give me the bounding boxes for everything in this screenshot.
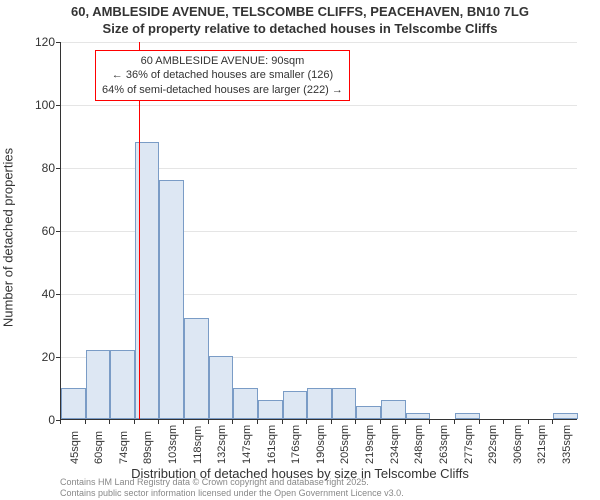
- xtick-mark: [134, 420, 135, 424]
- footer-line2: Contains public sector information licen…: [60, 488, 404, 498]
- histogram-bar: [332, 388, 357, 420]
- xtick-mark: [232, 420, 233, 424]
- chart-title-line1: 60, AMBLESIDE AVENUE, TELSCOMBE CLIFFS, …: [0, 4, 600, 21]
- annotation-line2: 64% of semi-detached houses are larger (…: [102, 83, 343, 97]
- xtick-label: 335sqm: [561, 425, 573, 464]
- xtick-mark: [109, 420, 110, 424]
- histogram-bar: [553, 413, 578, 419]
- ytick-label: 80: [15, 161, 55, 175]
- xtick-label: 219sqm: [364, 425, 376, 464]
- xtick-label: 263sqm: [438, 425, 450, 464]
- footer-attribution: Contains HM Land Registry data © Crown c…: [60, 477, 404, 498]
- histogram-bar: [258, 400, 283, 419]
- xtick-label: 74sqm: [118, 431, 130, 464]
- ytick-mark: [56, 357, 60, 358]
- histogram-bar: [455, 413, 480, 419]
- xtick-mark: [60, 420, 61, 424]
- ytick-label: 40: [15, 287, 55, 301]
- histogram-bar: [209, 356, 234, 419]
- histogram-chart: 60, AMBLESIDE AVENUE, TELSCOMBE CLIFFS, …: [0, 0, 600, 500]
- xtick-mark: [429, 420, 430, 424]
- xtick-mark: [158, 420, 159, 424]
- ytick-mark: [56, 105, 60, 106]
- histogram-bar: [86, 350, 111, 419]
- xtick-mark: [257, 420, 258, 424]
- ytick-label: 60: [15, 224, 55, 238]
- xtick-mark: [183, 420, 184, 424]
- xtick-label: 292sqm: [487, 425, 499, 464]
- ytick-label: 20: [15, 350, 55, 364]
- xtick-mark: [552, 420, 553, 424]
- histogram-bar: [356, 406, 381, 419]
- xtick-mark: [85, 420, 86, 424]
- ytick-mark: [56, 42, 60, 43]
- xtick-mark: [528, 420, 529, 424]
- xtick-mark: [355, 420, 356, 424]
- footer-line1: Contains HM Land Registry data © Crown c…: [60, 477, 404, 487]
- ytick-mark: [56, 168, 60, 169]
- chart-title-line2: Size of property relative to detached ho…: [0, 21, 600, 38]
- ytick-mark: [56, 294, 60, 295]
- xtick-mark: [380, 420, 381, 424]
- xtick-mark: [306, 420, 307, 424]
- xtick-mark: [479, 420, 480, 424]
- histogram-bar: [307, 388, 332, 420]
- histogram-bar: [233, 388, 258, 420]
- xtick-label: 190sqm: [315, 425, 327, 464]
- xtick-mark: [331, 420, 332, 424]
- histogram-bar: [406, 413, 431, 419]
- xtick-label: 45sqm: [69, 431, 81, 464]
- ytick-label: 0: [15, 413, 55, 427]
- histogram-bar: [110, 350, 135, 419]
- xtick-mark: [405, 420, 406, 424]
- xtick-label: 234sqm: [389, 425, 401, 464]
- xtick-mark: [503, 420, 504, 424]
- xtick-label: 118sqm: [192, 426, 204, 464]
- annotation-box: 60 AMBLESIDE AVENUE: 90sqm ← 36% of deta…: [95, 50, 350, 101]
- xtick-label: 60sqm: [93, 431, 105, 464]
- xtick-mark: [208, 420, 209, 424]
- annotation-line1: ← 36% of detached houses are smaller (12…: [102, 68, 343, 82]
- xtick-label: 248sqm: [413, 425, 425, 464]
- y-axis-label: Number of detached properties: [1, 148, 16, 327]
- xtick-label: 161sqm: [266, 425, 278, 464]
- xtick-label: 205sqm: [339, 425, 351, 464]
- xtick-label: 147sqm: [241, 425, 253, 464]
- xtick-label: 103sqm: [167, 425, 179, 464]
- histogram-bar: [381, 400, 406, 419]
- xtick-mark: [454, 420, 455, 424]
- xtick-label: 321sqm: [536, 425, 548, 464]
- ytick-label: 120: [15, 35, 55, 49]
- histogram-bar: [61, 388, 86, 420]
- ytick-label: 100: [15, 98, 55, 112]
- xtick-label: 176sqm: [290, 425, 302, 464]
- histogram-bar: [283, 391, 308, 419]
- xtick-label: 132sqm: [216, 425, 228, 464]
- histogram-bar: [184, 318, 209, 419]
- xtick-mark: [282, 420, 283, 424]
- xtick-label: 306sqm: [512, 425, 524, 464]
- xtick-label: 277sqm: [463, 425, 475, 464]
- annotation-heading: 60 AMBLESIDE AVENUE: 90sqm: [102, 54, 343, 68]
- xtick-label: 89sqm: [142, 431, 154, 464]
- ytick-mark: [56, 231, 60, 232]
- histogram-bar: [159, 180, 184, 419]
